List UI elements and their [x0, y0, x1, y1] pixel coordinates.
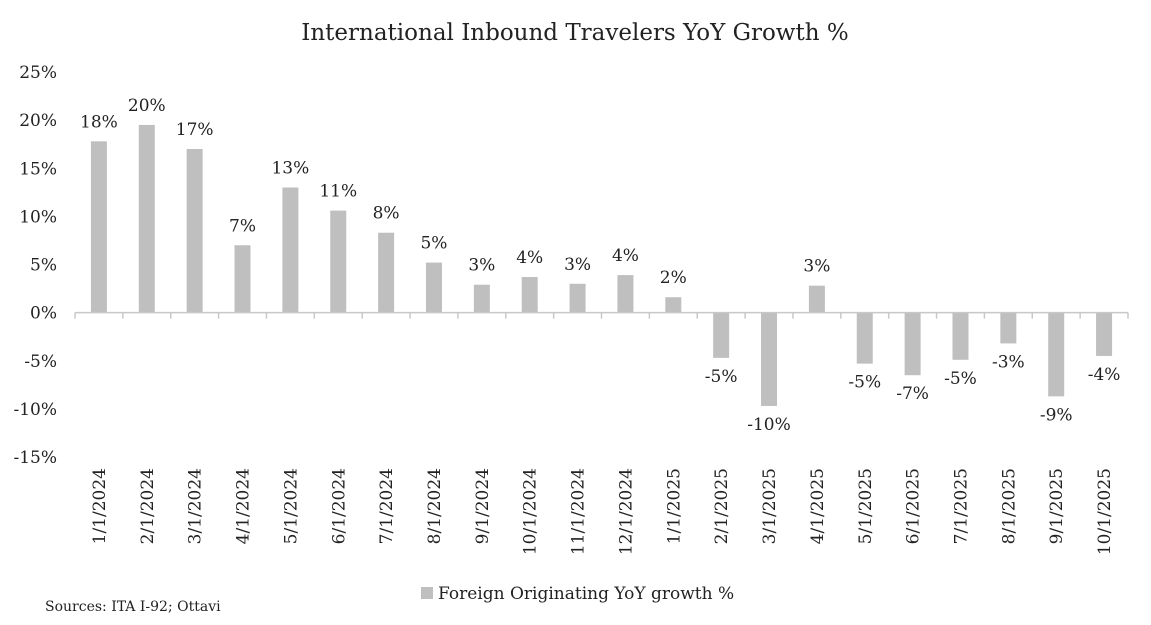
x-tick-label: 7/1/2025	[951, 468, 971, 544]
data-label: 4%	[516, 248, 543, 268]
legend-label: Foreign Originating YoY growth %	[438, 584, 734, 604]
x-tick-label: 4/1/2025	[808, 468, 828, 544]
data-label: 7%	[229, 216, 256, 236]
bar	[1096, 312, 1113, 356]
data-label: -10%	[747, 415, 791, 435]
x-tick-label: 6/1/2025	[904, 468, 924, 544]
x-tick-label: 1/1/2025	[664, 468, 684, 544]
x-tick-label: 9/1/2024	[473, 468, 493, 544]
bar	[856, 312, 873, 364]
x-tick-label: 10/1/2025	[1095, 468, 1115, 555]
bar	[1048, 312, 1065, 397]
bar	[90, 141, 107, 313]
y-tick-label: -5%	[24, 352, 57, 372]
x-tick-label: 10/1/2024	[521, 468, 541, 555]
x-tick-label: 9/1/2025	[1047, 468, 1067, 544]
x-axis: 1/1/2024 2/1/2024 3/1/2024 4/1/2024 5/1/2024…	[74, 312, 1129, 555]
y-tick-label: -10%	[13, 400, 57, 420]
bar	[904, 312, 921, 376]
bar	[138, 124, 155, 313]
bar	[1000, 312, 1017, 344]
legend: Foreign Originating YoY growth %	[421, 584, 734, 604]
data-label: 4%	[612, 246, 639, 266]
y-tick-label: 25%	[19, 63, 57, 83]
x-tick-label: 11/1/2024	[569, 468, 589, 555]
x-tick-label: 3/1/2024	[186, 468, 206, 544]
x-tick-label: 5/1/2025	[856, 468, 876, 544]
bar	[521, 277, 538, 313]
bar	[186, 149, 203, 313]
y-tick-label: -15%	[13, 448, 57, 468]
data-label: -4%	[1088, 365, 1121, 385]
data-label: -3%	[992, 352, 1025, 372]
bar	[952, 312, 969, 360]
data-label: 3%	[468, 256, 495, 276]
y-axis: 25% 20% 15% 10% 5% 0% -5% -10% -15%	[13, 63, 57, 468]
data-label: -5%	[705, 367, 738, 387]
bar	[473, 284, 490, 313]
bar	[425, 262, 442, 313]
data-label: -9%	[1040, 405, 1073, 425]
data-label: 8%	[373, 204, 400, 224]
x-tick-label: 8/1/2025	[999, 468, 1019, 544]
data-label: 18%	[80, 112, 118, 132]
bar	[665, 297, 682, 313]
y-tick-label: 15%	[19, 159, 57, 179]
chart-title: International Inbound Travelers YoY Grow…	[301, 20, 848, 46]
data-label: 3%	[803, 257, 830, 277]
x-tick-label: 1/1/2024	[90, 468, 110, 544]
y-tick-label: 20%	[19, 111, 57, 131]
data-label: 17%	[176, 120, 214, 140]
data-label: 5%	[420, 234, 447, 254]
legend-swatch	[421, 587, 433, 599]
bar	[761, 312, 778, 406]
bar	[282, 187, 299, 313]
data-label: 2%	[660, 268, 687, 288]
data-label: 20%	[128, 96, 166, 116]
bar	[378, 232, 395, 313]
bar	[234, 245, 251, 313]
bar	[808, 285, 825, 313]
x-tick-label: 7/1/2024	[377, 468, 397, 544]
y-tick-label: 5%	[30, 256, 57, 276]
x-tick-label: 2/1/2024	[138, 468, 158, 544]
source-note: Sources: ITA I-92; Ottavi	[45, 599, 221, 615]
bar	[330, 210, 347, 313]
x-tick-label: 8/1/2024	[425, 468, 445, 544]
x-tick-label: 6/1/2024	[329, 468, 349, 544]
bar	[569, 283, 586, 313]
bar	[713, 312, 730, 358]
data-label: -5%	[944, 369, 977, 389]
data-label: 3%	[564, 255, 591, 275]
bar-series	[90, 124, 1113, 406]
data-label: 11%	[319, 182, 357, 202]
x-tick-label: 4/1/2024	[234, 468, 254, 544]
y-tick-label: 0%	[30, 304, 57, 324]
data-label: -7%	[896, 384, 929, 404]
data-labels: 18% 20% 17% 7% 13% 11% 8% 5% 3% 4% 3% 4% 2% -5% -10% 3%…	[80, 96, 1120, 435]
x-tick-label: 3/1/2025	[760, 468, 780, 544]
x-tick-label: 12/1/2024	[616, 468, 636, 555]
bar	[617, 275, 634, 313]
y-tick-label: 10%	[19, 207, 57, 227]
data-label: 13%	[271, 159, 309, 179]
data-label: -5%	[848, 373, 881, 393]
x-tick-label: 5/1/2024	[281, 468, 301, 544]
x-tick-label: 2/1/2025	[712, 468, 732, 544]
